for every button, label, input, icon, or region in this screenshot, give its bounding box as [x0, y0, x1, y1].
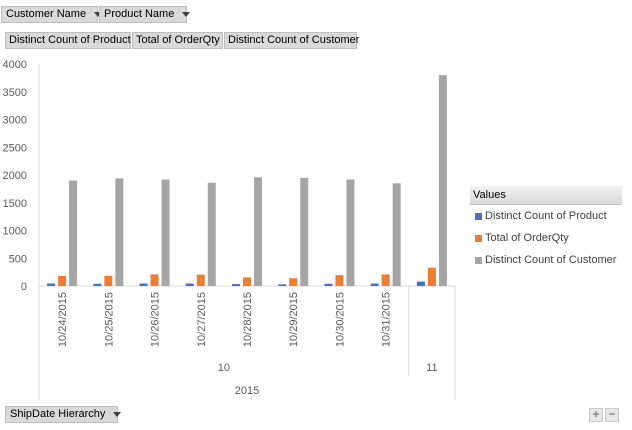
expand-field-button[interactable]: +	[589, 408, 603, 422]
bar-total-of-orderqty	[335, 275, 344, 286]
bar-distinct-count-of-customer	[115, 178, 124, 286]
bar-distinct-count-of-customer	[392, 183, 401, 286]
year-group-label: 2015	[235, 385, 259, 397]
bar-total-of-orderqty	[289, 278, 298, 286]
y-tick-label: 2000	[3, 170, 27, 182]
chevron-down-icon	[113, 411, 122, 417]
legend-item-label: Distinct Count of Product	[485, 210, 607, 222]
bar-distinct-count-of-customer	[438, 75, 447, 286]
y-tick-label: 3500	[3, 87, 27, 99]
chart-legend: Values Distinct Count of Product Total o…	[470, 186, 622, 271]
value-field-label: Distinct Count of Customer	[228, 34, 360, 46]
x-tick-label: 10/24/2015	[57, 292, 69, 347]
x-tick-label: 10/31/2015	[381, 292, 393, 347]
bar-total-of-orderqty	[104, 275, 113, 286]
bar-distinct-count-of-product	[47, 283, 56, 286]
y-tick-label: 500	[9, 253, 27, 265]
y-tick-label: 2500	[3, 142, 27, 154]
legend-swatch	[475, 213, 482, 220]
bar-total-of-orderqty	[381, 274, 390, 286]
y-tick-label: 3000	[3, 115, 27, 127]
bar-distinct-count-of-customer	[207, 182, 216, 286]
bar-distinct-count-of-customer	[254, 177, 262, 286]
bar-distinct-count-of-product	[324, 283, 333, 286]
x-tick-label: 10/26/2015	[150, 292, 162, 347]
bar-distinct-count-of-customer	[300, 177, 309, 286]
shipdate-hierarchy-label: ShipDate Hierarchy	[10, 408, 106, 420]
x-tick-label: 10/28/2015	[242, 292, 254, 347]
legend-swatch	[475, 257, 482, 264]
bar-distinct-count-of-product	[278, 284, 287, 286]
bar-total-of-orderqty	[427, 267, 436, 286]
legend-item-distinct-product: Distinct Count of Product	[470, 205, 622, 227]
month-group-label: 10	[218, 362, 230, 374]
bar-distinct-count-of-product	[185, 283, 194, 286]
legend-title: Values	[470, 186, 622, 205]
month-group-label: 11	[426, 362, 437, 374]
value-field-total-orderqty[interactable]: Total of OrderQty	[132, 32, 223, 49]
bar-distinct-count-of-customer	[69, 180, 78, 286]
bar-distinct-count-of-product	[370, 283, 379, 286]
y-tick-label: 0	[21, 281, 27, 293]
shipdate-hierarchy-field-button[interactable]: ShipDate Hierarchy	[5, 406, 122, 423]
collapse-field-button[interactable]: −	[605, 408, 619, 422]
x-tick-label: 10/30/2015	[334, 292, 346, 347]
y-tick-label: 1000	[3, 226, 27, 238]
bar-total-of-orderqty	[196, 274, 205, 286]
minus-icon: −	[608, 407, 616, 421]
bar-distinct-count-of-product	[416, 281, 425, 286]
bar-total-of-orderqty	[243, 277, 251, 286]
product-name-filter-label: Product Name	[104, 8, 175, 20]
y-tick-label: 1500	[3, 198, 27, 210]
x-tick-label: 10/29/2015	[288, 292, 300, 347]
bar-total-of-orderqty	[58, 276, 67, 286]
value-field-label: Distinct Count of Product	[9, 34, 131, 46]
product-name-filter-button[interactable]: Product Name	[99, 6, 191, 23]
x-tick-label: 10/25/2015	[103, 292, 115, 347]
bar-distinct-count-of-product	[232, 284, 240, 286]
bar-distinct-count-of-customer	[161, 179, 170, 286]
value-field-distinct-product[interactable]: Distinct Count of Product	[5, 32, 131, 49]
legend-swatch	[475, 235, 482, 242]
plus-icon: +	[592, 407, 600, 421]
bar-distinct-count-of-product	[139, 283, 148, 286]
bar-distinct-count-of-product	[93, 283, 102, 286]
x-tick-label: 10/27/2015	[196, 292, 208, 347]
chevron-down-icon	[94, 11, 103, 17]
legend-item-label: Total of OrderQty	[485, 232, 569, 244]
value-field-label: Total of OrderQty	[136, 34, 220, 46]
legend-item-distinct-customer: Distinct Count of Customer	[470, 249, 622, 271]
chevron-down-icon	[182, 11, 191, 17]
value-field-distinct-customer[interactable]: Distinct Count of Customer	[224, 32, 360, 49]
customer-name-filter-label: Customer Name	[6, 8, 87, 20]
bar-distinct-count-of-customer	[346, 179, 355, 286]
bar-total-of-orderqty	[150, 274, 159, 286]
legend-item-label: Distinct Count of Customer	[485, 254, 617, 266]
y-tick-label: 4000	[3, 59, 27, 71]
customer-name-filter-button[interactable]: Customer Name	[1, 6, 103, 23]
legend-item-total-orderqty: Total of OrderQty	[470, 227, 622, 249]
